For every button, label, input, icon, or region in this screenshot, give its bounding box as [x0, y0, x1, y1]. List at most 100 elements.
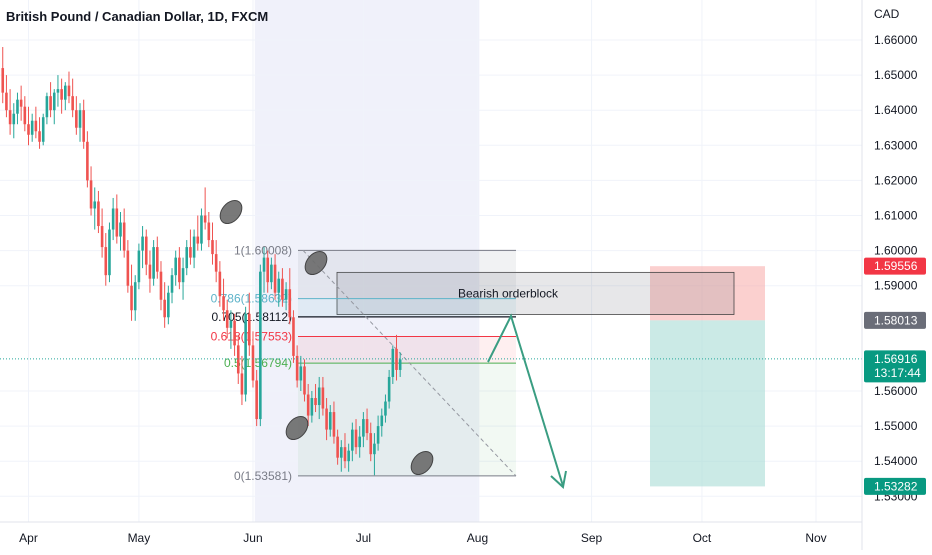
candle-body	[152, 247, 155, 279]
orderblock-label: Bearish orderblock	[458, 286, 559, 300]
fib-band	[298, 336, 516, 364]
candle-body	[306, 394, 310, 416]
y-tick-label: 1.54000	[874, 454, 918, 468]
fib-level-label: 0.705(1.58112)	[211, 310, 292, 324]
highlight-ellipse	[304, 250, 328, 276]
candle-body	[64, 85, 67, 100]
candle-body	[108, 229, 111, 276]
candle-body	[34, 120, 38, 132]
candle-body	[259, 271, 262, 420]
candle-body	[281, 278, 284, 300]
candle-body	[167, 292, 170, 318]
stop-price-badge: 1.59556	[874, 259, 918, 273]
candle-body	[67, 85, 71, 97]
candle-body	[203, 215, 207, 223]
candle-body	[292, 317, 295, 356]
candle-body	[122, 222, 126, 251]
y-tick-label: 1.55000	[874, 419, 918, 433]
candle-body	[351, 429, 354, 451]
take-profit-zone	[650, 320, 765, 487]
candle-body	[12, 113, 16, 125]
y-tick-label: 1.66000	[874, 33, 918, 47]
x-tick-label: Sep	[581, 531, 603, 545]
candle-body	[284, 289, 288, 300]
candle-body	[78, 110, 82, 128]
y-tick-label: 1.59000	[874, 279, 918, 293]
candle-body	[273, 264, 277, 293]
candle-body	[100, 226, 104, 248]
candle-body	[229, 320, 233, 328]
candle-body	[365, 419, 369, 434]
candle-body	[340, 447, 343, 458]
y-tick-label: 1.60000	[874, 244, 918, 258]
candle-body	[240, 373, 244, 395]
candle-body	[104, 247, 108, 276]
candle-body	[354, 429, 358, 448]
fib-band	[298, 317, 516, 337]
orderblock-box	[336, 271, 735, 315]
candle-body	[299, 366, 303, 381]
candle-body	[144, 236, 148, 265]
candle-body	[71, 96, 74, 111]
fib-level-label: 0.618(1.57553)	[211, 329, 292, 343]
candle-body	[38, 131, 41, 142]
highlight-ellipse	[219, 199, 243, 225]
candle-body	[244, 313, 247, 395]
candle-body	[222, 296, 225, 311]
candle-body	[137, 250, 141, 283]
candle-body	[336, 436, 339, 458]
candle-body	[192, 236, 196, 258]
candle-body	[45, 96, 49, 118]
candle-body	[277, 278, 281, 293]
stop-loss-zone	[650, 266, 765, 321]
x-tick-label: Jun	[243, 531, 262, 545]
candle-body	[376, 426, 380, 444]
x-tick-label: Apr	[19, 531, 38, 545]
candle-body	[23, 106, 27, 125]
candle-body	[395, 348, 398, 370]
y-tick-label: 1.56000	[874, 384, 918, 398]
candle-body	[362, 419, 365, 437]
candle-body	[89, 180, 93, 209]
candle-body	[174, 257, 177, 276]
highlight-ellipse	[410, 450, 434, 476]
candle-body	[163, 299, 166, 318]
candle-body	[255, 380, 258, 420]
y-tick-label: 1.63000	[874, 138, 918, 152]
candle-body	[225, 310, 229, 328]
entry-price-badge: 1.58013	[874, 313, 918, 327]
candle-body	[310, 398, 314, 416]
candle-body	[262, 257, 266, 272]
y-tick-label: 1.65000	[874, 68, 918, 82]
x-tick-label: Oct	[693, 531, 712, 545]
candle-body	[49, 96, 52, 111]
target-price-badge: 1.53282	[874, 479, 918, 493]
candle-body	[119, 222, 122, 237]
candle-body	[156, 247, 159, 272]
candle-body	[236, 345, 240, 374]
currency-label: CAD	[874, 7, 900, 21]
fib-level-label: 0.786(1.58632)	[211, 292, 292, 306]
projection-path	[487, 313, 564, 487]
candle-body	[358, 436, 361, 448]
candle-body	[384, 401, 387, 416]
candle-body	[111, 208, 115, 230]
fib-trend-line	[302, 249, 517, 477]
fib-band	[298, 298, 516, 317]
candle-body	[60, 89, 63, 100]
candle-body	[170, 275, 174, 293]
candle-body	[266, 257, 269, 283]
current-price-badge: 1.56916	[874, 352, 918, 366]
candle-body	[97, 201, 100, 227]
candle-body	[251, 345, 255, 381]
countdown-label: 13:17:44	[874, 366, 921, 380]
candle-body	[211, 240, 214, 255]
candle-body	[207, 222, 211, 241]
candle-body	[148, 264, 152, 279]
candle-body	[321, 387, 325, 409]
candle-body	[126, 250, 130, 286]
candle-body	[314, 398, 317, 406]
current-price-badge-bg	[864, 350, 926, 383]
candle-body	[332, 412, 336, 437]
